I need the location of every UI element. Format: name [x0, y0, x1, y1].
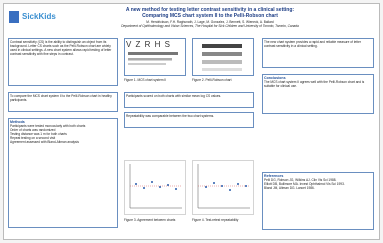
result: Repeatability was comparable between the… — [124, 112, 254, 128]
caption: Figure 3. Agreement between charts — [124, 218, 186, 222]
caption: Figure 2. Pelli-Robson chart — [192, 78, 254, 82]
pelli-robson — [194, 40, 252, 74]
conclusion: The MCS chart system II agrees well with… — [264, 80, 372, 88]
plot-2 — [192, 160, 254, 215]
figure-1: V Z R H S — [124, 38, 186, 76]
affiliation: Department of Ophthalmology and Vision S… — [70, 24, 350, 28]
result: Participants scored on both charts with … — [124, 92, 254, 108]
logo-icon — [9, 11, 19, 23]
purpose: To compare the MCS chart system II to th… — [8, 92, 118, 112]
letter-grid — [126, 49, 184, 69]
subtitle: Comparing MCS chart system II to the Pel… — [70, 13, 350, 19]
methods-box: Methods Participants were tested monocul… — [8, 118, 118, 228]
caption: Figure 1. MCS chart system II — [124, 78, 186, 82]
method: Agreement assessed with Bland-Altman ana… — [10, 140, 116, 144]
poster: SickKids A new method for testing letter… — [0, 0, 383, 243]
intro: Contrast sensitivity (CS) is the ability… — [8, 38, 118, 86]
reference: Bland JM, Altman DG. Lancet 1986. — [264, 186, 372, 190]
conclusion-box: Conclusions The MCS chart system II agre… — [262, 74, 374, 114]
references-box: References Pelli DG, Robson JG, Wilkins … — [262, 172, 374, 230]
discussion: The new chart system provides a rapid an… — [262, 38, 374, 68]
chart-letters: V Z R H S — [126, 40, 184, 49]
logo: SickKids — [22, 12, 56, 21]
figure-2 — [192, 38, 254, 76]
plot-1 — [124, 160, 186, 215]
caption: Figure 4. Test-retest repeatability — [192, 218, 254, 222]
